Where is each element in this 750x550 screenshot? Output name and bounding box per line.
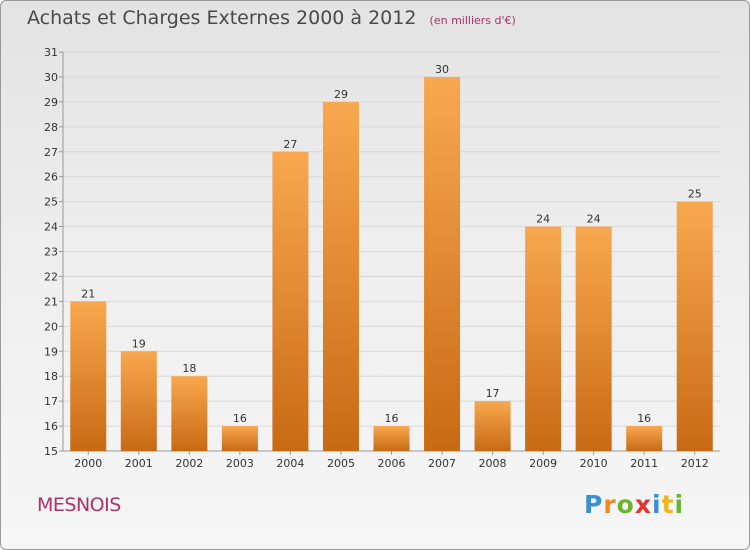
y-tick-label: 19 [44,345,58,358]
logo-letter: i [652,490,662,519]
chart-title: Achats et Charges Externes 2000 à 2012 (… [27,7,516,29]
x-tick-label: 2000 [74,457,102,470]
chart-title-text: Achats et Charges Externes 2000 à 2012 [27,7,417,29]
y-tick-label: 31 [44,46,58,59]
logo-letter: r [603,490,617,519]
data-label: 30 [435,63,449,76]
y-tick-label: 26 [44,171,58,184]
y-tick-label: 27 [44,146,58,159]
data-label: 17 [486,387,500,400]
logo-letter: t [661,490,675,519]
y-tick-label: 22 [44,270,58,283]
data-label: 16 [385,412,399,425]
proxiti-logo: Proxiti [584,490,684,519]
logo-letter: P [584,490,604,519]
bar [120,351,157,451]
bar [171,376,208,451]
x-tick-label: 2010 [580,457,608,470]
data-label: 21 [81,287,95,300]
y-tick-label: 16 [44,420,58,433]
y-tick-label: 28 [44,121,58,134]
bar [575,226,612,451]
x-tick-label: 2003 [226,457,254,470]
bar [525,226,562,451]
bar-chart: 15 16 17 18 19 20 21 22 23 24 25 26 27 28 29 30 31 21 200… [44,46,720,470]
logo-letter: o [616,490,635,519]
x-tick-label: 2002 [175,457,203,470]
data-label: 16 [637,412,651,425]
x-tick-label: 2006 [378,457,406,470]
y-tick-label: 21 [44,295,58,308]
bar [474,401,511,451]
y-tick-label: 15 [44,445,58,458]
y-tick-label: 29 [44,96,58,109]
bar [676,201,713,451]
data-label: 18 [182,362,196,375]
y-tick-label: 23 [44,246,58,259]
chart-unit: (en milliers d'€) [429,14,516,27]
x-tick-label: 2001 [125,457,153,470]
x-tick-label: 2007 [428,457,456,470]
bar [221,426,258,451]
data-label: 24 [536,213,550,226]
x-tick-label: 2009 [529,457,557,470]
bar [272,151,309,451]
y-tick-label: 30 [44,71,58,84]
logo-letter: i [674,490,685,519]
x-tick-label: 2012 [681,457,709,470]
y-tick-label: 17 [44,395,58,408]
y-tick-label: 24 [44,221,58,234]
bar [70,301,107,451]
x-tick-label: 2004 [276,457,304,470]
data-label: 29 [334,88,348,101]
x-tick-label: 2005 [327,457,355,470]
data-label: 24 [587,213,601,226]
bar [626,426,663,451]
y-tick-label: 25 [44,196,58,209]
x-tick-label: 2008 [479,457,507,470]
bar [373,426,410,451]
place-name: MESNOIS [37,494,121,516]
bar [322,101,359,451]
data-label: 25 [688,188,702,201]
y-tick-label: 18 [44,370,58,383]
y-tick-label: 20 [44,320,58,333]
data-label: 27 [283,138,297,151]
logo-letter: x [634,490,652,519]
data-label: 16 [233,412,247,425]
data-label: 19 [132,337,146,350]
bar [424,76,461,451]
x-tick-label: 2011 [630,457,658,470]
